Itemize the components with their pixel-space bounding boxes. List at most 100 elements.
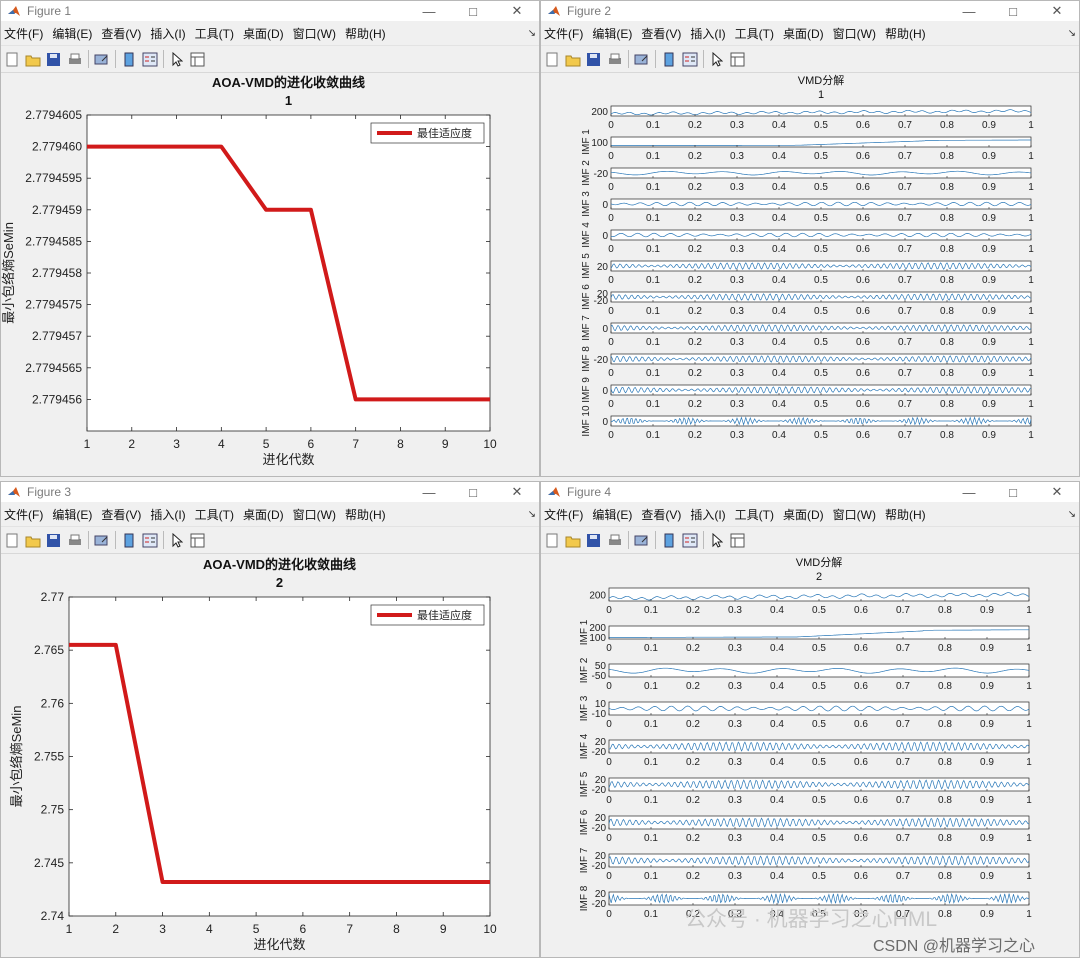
- open-icon[interactable]: [24, 532, 41, 549]
- open-icon[interactable]: [24, 51, 41, 68]
- new-figure-icon[interactable]: [543, 532, 560, 549]
- minimize-button[interactable]: —: [962, 3, 976, 19]
- new-figure-icon[interactable]: [3, 51, 20, 68]
- new-figure-icon[interactable]: [543, 51, 560, 68]
- x-tick-label: 0.1: [646, 244, 660, 255]
- menu-item-0[interactable]: 文件(F): [4, 507, 44, 522]
- minimize-button[interactable]: —: [422, 3, 436, 19]
- maximize-button[interactable]: □: [1009, 484, 1017, 500]
- maximize-button[interactable]: □: [469, 484, 477, 500]
- print-icon[interactable]: [606, 51, 623, 68]
- print-icon[interactable]: [606, 532, 623, 549]
- menu-item-3[interactable]: 插入(I): [150, 26, 186, 41]
- x-tick-label: 2: [112, 922, 119, 936]
- colorbar-icon[interactable]: [660, 51, 677, 68]
- menu-item-4[interactable]: 工具(T): [734, 507, 774, 522]
- x-tick-label: 8: [393, 922, 400, 936]
- legend-icon[interactable]: [681, 51, 698, 68]
- x-axis-label: 进化代数: [262, 452, 314, 467]
- link-plot-icon[interactable]: [93, 532, 110, 549]
- menu-item-0[interactable]: 文件(F): [4, 26, 44, 41]
- legend-icon[interactable]: [141, 532, 158, 549]
- menu-item-1[interactable]: 编辑(E): [592, 26, 633, 41]
- menu-item-6[interactable]: 窗口(W): [292, 26, 336, 41]
- imf-signal-line: [611, 139, 1031, 146]
- close-button[interactable]: ✕: [1051, 484, 1063, 499]
- close-button[interactable]: ✕: [511, 484, 523, 499]
- menu-item-2[interactable]: 查看(V): [101, 26, 142, 41]
- open-icon[interactable]: [564, 51, 581, 68]
- save-icon[interactable]: [45, 532, 62, 549]
- menu-item-6[interactable]: 窗口(W): [832, 26, 876, 41]
- y-tick-label: 2.745: [34, 856, 64, 870]
- pointer-icon[interactable]: [168, 532, 185, 549]
- legend-icon[interactable]: [141, 51, 158, 68]
- menu-item-5[interactable]: 桌面(D): [782, 507, 824, 522]
- close-button[interactable]: ✕: [1051, 3, 1063, 18]
- new-figure-icon[interactable]: [3, 532, 20, 549]
- menu-item-7[interactable]: 帮助(H): [884, 507, 926, 522]
- convergence-chart[interactable]: AOA-VMD的进化收敛曲线 1 1 2 3 4 5 6 7 8 9 10 2.7794605 2.779…: [1, 73, 539, 476]
- menu-item-7[interactable]: 帮助(H): [344, 26, 386, 41]
- open-icon[interactable]: [564, 532, 581, 549]
- colorbar-icon[interactable]: [120, 532, 137, 549]
- pointer-icon[interactable]: [708, 51, 725, 68]
- menu-overflow-icon[interactable]: ↘: [1067, 508, 1076, 520]
- x-tick-label: 0.5: [812, 909, 826, 920]
- menu-item-0[interactable]: 文件(F): [544, 26, 584, 41]
- property-inspector-icon[interactable]: [729, 51, 746, 68]
- legend-icon[interactable]: [681, 532, 698, 549]
- menu-item-1[interactable]: 编辑(E): [52, 507, 93, 522]
- property-inspector-icon[interactable]: [729, 532, 746, 549]
- pointer-icon[interactable]: [168, 51, 185, 68]
- minimize-button[interactable]: —: [422, 484, 436, 500]
- menu-item-3[interactable]: 插入(I): [690, 26, 726, 41]
- pointer-icon[interactable]: [708, 532, 725, 549]
- property-inspector-icon[interactable]: [189, 51, 206, 68]
- menu-item-7[interactable]: 帮助(H): [884, 26, 926, 41]
- print-icon[interactable]: [66, 51, 83, 68]
- toolbar-separator: [655, 531, 656, 549]
- colorbar-icon[interactable]: [120, 51, 137, 68]
- print-icon[interactable]: [66, 532, 83, 549]
- save-icon[interactable]: [585, 532, 602, 549]
- menu-item-5[interactable]: 桌面(D): [242, 26, 284, 41]
- x-tick-label: 10: [483, 437, 497, 451]
- menu-item-5[interactable]: 桌面(D): [782, 26, 824, 41]
- menu-item-1[interactable]: 编辑(E): [592, 507, 633, 522]
- menu-item-4[interactable]: 工具(T): [734, 26, 774, 41]
- menu-item-1[interactable]: 编辑(E): [52, 26, 93, 41]
- maximize-button[interactable]: □: [1009, 3, 1017, 19]
- menu-item-6[interactable]: 窗口(W): [832, 507, 876, 522]
- menu-item-2[interactable]: 查看(V): [101, 507, 142, 522]
- convergence-chart[interactable]: AOA-VMD的进化收敛曲线 2 1 2 3 4 5 6 7 8 9 10 2.77 2.765 2.76 2…: [1, 554, 539, 957]
- save-icon[interactable]: [45, 51, 62, 68]
- link-plot-icon[interactable]: [633, 532, 650, 549]
- menu-item-2[interactable]: 查看(V): [641, 507, 682, 522]
- menu-item-4[interactable]: 工具(T): [194, 507, 234, 522]
- menu-overflow-icon[interactable]: ↘: [527, 508, 536, 520]
- menu-item-3[interactable]: 插入(I): [150, 507, 186, 522]
- maximize-button[interactable]: □: [469, 3, 477, 19]
- minimize-button[interactable]: —: [962, 484, 976, 500]
- menu-overflow-icon[interactable]: ↘: [527, 27, 536, 39]
- menu-item-5[interactable]: 桌面(D): [242, 507, 284, 522]
- menu-overflow-icon[interactable]: ↘: [1067, 27, 1076, 39]
- watermark-wechat: 公众号 · 机器学习之心HML: [685, 908, 937, 931]
- link-plot-icon[interactable]: [633, 51, 650, 68]
- property-inspector-icon[interactable]: [189, 532, 206, 549]
- menu-item-0[interactable]: 文件(F): [544, 507, 584, 522]
- colorbar-icon[interactable]: [660, 532, 677, 549]
- close-button[interactable]: ✕: [511, 3, 523, 18]
- save-icon[interactable]: [585, 51, 602, 68]
- menu-item-6[interactable]: 窗口(W): [292, 507, 336, 522]
- fitness-line: [69, 642, 490, 884]
- menu-item-3[interactable]: 插入(I): [690, 507, 726, 522]
- menu-item-4[interactable]: 工具(T): [194, 26, 234, 41]
- link-plot-icon[interactable]: [93, 51, 110, 68]
- menu-item-7[interactable]: 帮助(H): [344, 507, 386, 522]
- x-tick-label: 0.7: [898, 275, 912, 286]
- menu-item-2[interactable]: 查看(V): [641, 26, 682, 41]
